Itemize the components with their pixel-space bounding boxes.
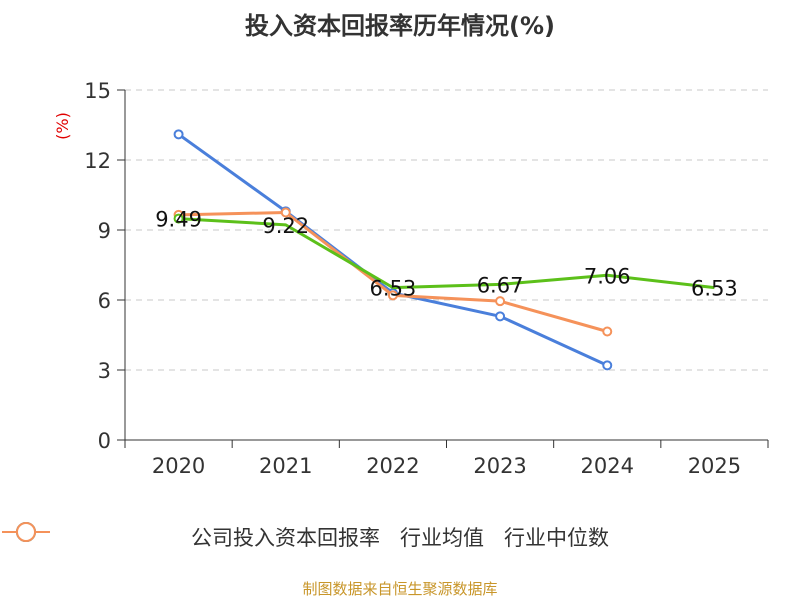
- x-tick-label: 2023: [473, 454, 526, 478]
- y-tick-label: 0: [98, 429, 111, 453]
- series-line: [178, 217, 715, 290]
- data-label: 7.06: [584, 264, 631, 288]
- y-tick-label: 15: [84, 79, 111, 103]
- data-point: [280, 207, 291, 218]
- chart-title: 投入资本回报率历年情况(%): [245, 12, 555, 40]
- data-label: 6.53: [691, 277, 738, 301]
- legend: 公司投入资本回报率 行业均值 行业中位数: [0, 520, 800, 554]
- legend-item-industry-median[interactable]: 行业中位数: [2, 522, 609, 552]
- legend-label: 行业均值: [400, 526, 484, 550]
- data-label: 9.49: [155, 208, 202, 232]
- source-note: 制图数据来自恒生聚源数据库: [302, 580, 498, 598]
- x-tick-label: 2021: [259, 454, 312, 478]
- x-tick-label: 2024: [581, 454, 634, 478]
- legend-item-company[interactable]: 公司投入资本回报率: [2, 522, 380, 552]
- data-point: [173, 213, 184, 224]
- data-point: [602, 360, 613, 371]
- data-label: 9.22: [262, 214, 309, 238]
- legend-item-industry-mean[interactable]: 行业均值: [2, 522, 484, 552]
- data-point: [173, 129, 184, 140]
- data-point: [495, 311, 506, 322]
- data-point: [602, 326, 613, 337]
- data-point: [387, 290, 398, 301]
- data-label: 6.67: [477, 273, 524, 297]
- x-tick-label: 2025: [688, 454, 741, 478]
- x-tick-label: 2022: [366, 454, 419, 478]
- y-tick-label: 12: [84, 149, 111, 173]
- series-line: [177, 133, 608, 367]
- legend-line-icon: [2, 522, 50, 542]
- y-tick-label: 6: [98, 289, 111, 313]
- data-label: 6.53: [370, 277, 417, 301]
- legend-label: 公司投入资本回报率: [191, 526, 380, 550]
- y-tick-label: 3: [98, 359, 111, 383]
- y-axis-label: (%): [53, 112, 72, 140]
- legend-label: 行业中位数: [504, 526, 609, 550]
- y-tick-label: 9: [98, 219, 111, 243]
- x-tick-label: 2020: [152, 454, 205, 478]
- data-point: [495, 296, 506, 307]
